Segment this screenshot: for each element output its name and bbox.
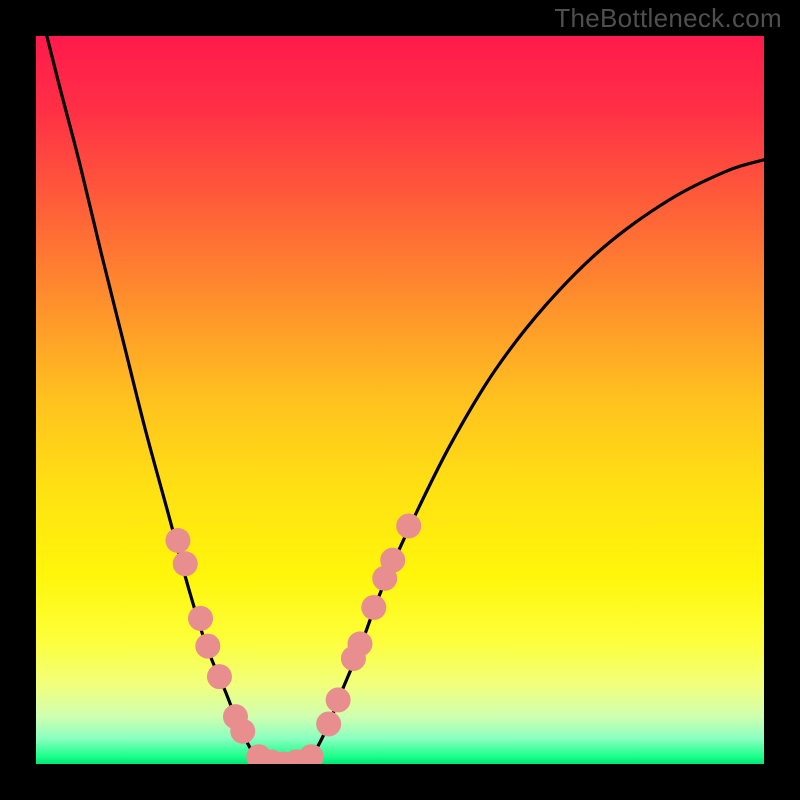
curve-marker <box>230 719 255 744</box>
curve-marker <box>316 711 341 736</box>
curve-marker <box>299 744 324 764</box>
curve-markers <box>165 513 421 764</box>
curve-marker <box>207 664 232 689</box>
curve-marker <box>195 634 220 659</box>
curve-marker <box>173 551 198 576</box>
chart-svg-layer <box>36 36 764 764</box>
curve-marker <box>361 595 386 620</box>
chart-plot-area <box>36 36 764 764</box>
curve-marker <box>396 513 421 538</box>
curve-marker <box>326 687 351 712</box>
curve-marker <box>165 528 190 553</box>
watermark-text: TheBottleneck.com <box>554 3 782 34</box>
curve-marker <box>188 606 213 631</box>
curve-marker <box>347 631 372 656</box>
curve-marker <box>380 548 405 573</box>
bottleneck-curve <box>36 36 764 764</box>
